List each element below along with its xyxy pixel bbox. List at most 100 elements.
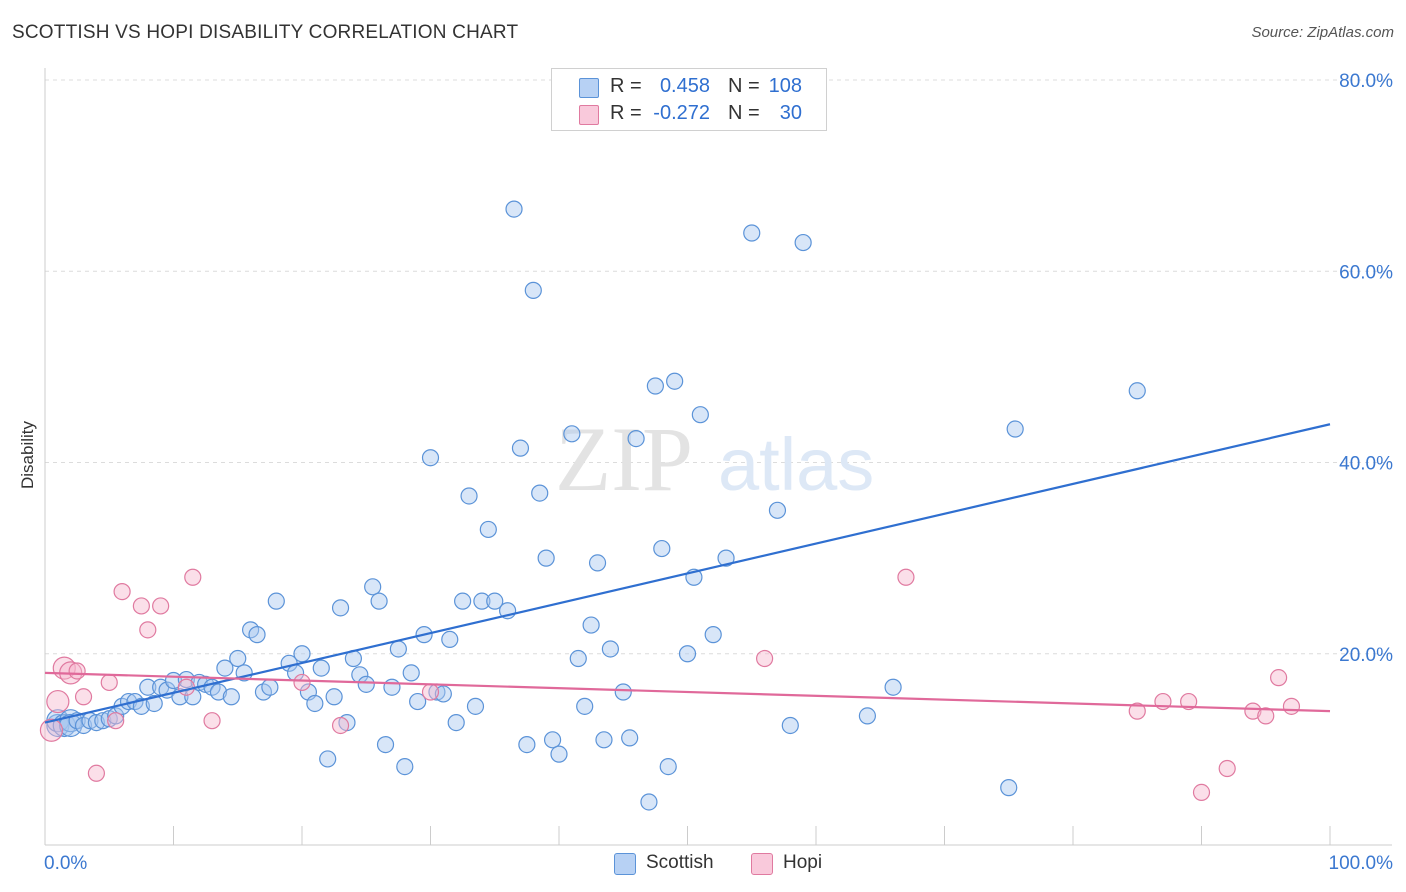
scottish-point bbox=[319, 750, 337, 768]
chart-source: Source: ZipAtlas.com bbox=[1251, 24, 1394, 41]
hopi-point bbox=[139, 621, 157, 639]
scottish-point bbox=[261, 678, 279, 696]
scottish-point bbox=[396, 757, 414, 776]
scottish-point bbox=[479, 520, 497, 539]
scottish-point bbox=[441, 630, 459, 649]
scottish-point bbox=[884, 678, 902, 696]
x-tick-label: 0.0% bbox=[44, 853, 87, 874]
scottish-point bbox=[1006, 420, 1024, 438]
scottish-point bbox=[646, 377, 664, 395]
scottish-point bbox=[447, 713, 465, 732]
legend: Scottish Hopi bbox=[0, 851, 1406, 879]
n-value: 108 bbox=[768, 75, 802, 97]
watermark-zip: ZIP bbox=[555, 408, 693, 510]
scottish-point bbox=[325, 688, 343, 706]
scottish-point bbox=[595, 731, 613, 749]
watermark-atlas: atlas bbox=[718, 423, 874, 506]
hopi-point bbox=[421, 683, 440, 701]
legend-label: Scottish bbox=[646, 852, 714, 873]
hopi-point bbox=[293, 673, 311, 692]
y-tick-label: 80.0% bbox=[1339, 71, 1393, 92]
scottish-point bbox=[640, 793, 658, 811]
scottish-point bbox=[743, 224, 761, 242]
y-tick-label: 20.0% bbox=[1339, 645, 1393, 666]
scottish-point bbox=[678, 645, 697, 663]
hopi-point bbox=[1218, 759, 1236, 778]
hopi-point bbox=[39, 718, 64, 742]
scottish-point bbox=[389, 640, 407, 658]
hopi-point bbox=[184, 568, 202, 586]
scottish-point bbox=[858, 707, 877, 725]
hopi-point bbox=[87, 764, 106, 782]
scottish-point bbox=[267, 592, 285, 610]
scottish-point bbox=[621, 729, 639, 747]
scottish-point bbox=[653, 539, 671, 558]
hopi-point bbox=[1244, 702, 1262, 720]
hopi-point bbox=[331, 716, 350, 735]
scottish-point bbox=[531, 484, 549, 502]
n-label: N = bbox=[728, 75, 760, 97]
hopi-point bbox=[132, 597, 150, 615]
hopi-point bbox=[1128, 702, 1146, 720]
scottish-point bbox=[421, 449, 440, 467]
scottish-point bbox=[524, 281, 542, 299]
scottish-point bbox=[486, 592, 504, 610]
scottish-point bbox=[537, 549, 555, 567]
scottish-point bbox=[717, 549, 735, 567]
hopi-point bbox=[1180, 692, 1198, 711]
scottish-point bbox=[376, 735, 395, 754]
hopi-point bbox=[1269, 669, 1288, 687]
scottish-point bbox=[563, 425, 581, 443]
scottish-point bbox=[1128, 382, 1146, 400]
hopi-point bbox=[152, 597, 170, 615]
legend-label: Hopi bbox=[783, 852, 823, 873]
hopi-point bbox=[113, 582, 131, 601]
scottish-point bbox=[248, 626, 266, 644]
hopi-point bbox=[203, 712, 221, 730]
trend-layer bbox=[44, 423, 1331, 724]
tick-labels: 20.0% 40.0% 60.0% 80.0% 0.0% 100.0% bbox=[44, 71, 1393, 874]
hopi-points bbox=[39, 568, 1301, 802]
scottish-point bbox=[466, 697, 485, 715]
scottish-point bbox=[460, 487, 478, 505]
hopi-trend-line bbox=[44, 671, 1331, 713]
hopi-point bbox=[1192, 783, 1211, 802]
r-label: R = bbox=[610, 75, 642, 97]
scottish-point bbox=[781, 716, 799, 735]
scottish-point bbox=[132, 697, 150, 715]
grid-layer bbox=[45, 79, 1392, 655]
n-label: N = bbox=[728, 102, 760, 124]
scottish-point bbox=[402, 664, 420, 682]
scottish-trend-line bbox=[44, 423, 1331, 724]
scottish-legend-swatch bbox=[614, 853, 636, 875]
scottish-point bbox=[87, 713, 106, 732]
scottish-point bbox=[582, 616, 600, 634]
scottish-point bbox=[569, 649, 587, 668]
r-value: -0.272 bbox=[653, 102, 710, 124]
scottish-point bbox=[312, 659, 330, 677]
scottish-points bbox=[46, 200, 1146, 811]
scottish-point bbox=[94, 712, 112, 730]
scottish-point bbox=[627, 429, 645, 448]
hopi-point bbox=[177, 678, 195, 696]
scottish-point bbox=[434, 685, 452, 703]
hopi-point bbox=[46, 689, 70, 714]
scottish-point bbox=[614, 683, 632, 701]
y-tick-label: 40.0% bbox=[1339, 454, 1393, 475]
scottish-point bbox=[229, 649, 247, 668]
scottish-point bbox=[666, 372, 684, 390]
hopi-swatch bbox=[579, 105, 599, 125]
hopi-point bbox=[1257, 707, 1275, 725]
r-value: 0.458 bbox=[659, 75, 710, 97]
scottish-point bbox=[383, 678, 401, 696]
scottish-point bbox=[145, 694, 163, 713]
axis-layer bbox=[44, 68, 1392, 846]
y-tick-label: 60.0% bbox=[1339, 262, 1393, 283]
scottish-point bbox=[454, 592, 472, 610]
r-label: R = bbox=[610, 102, 642, 124]
hopi-point bbox=[1282, 697, 1301, 715]
scottish-swatch bbox=[579, 78, 599, 98]
stats-box: R = 0.458 N = 108 R = -0.272 N = 30 bbox=[551, 68, 827, 131]
scottish-point bbox=[409, 692, 427, 711]
